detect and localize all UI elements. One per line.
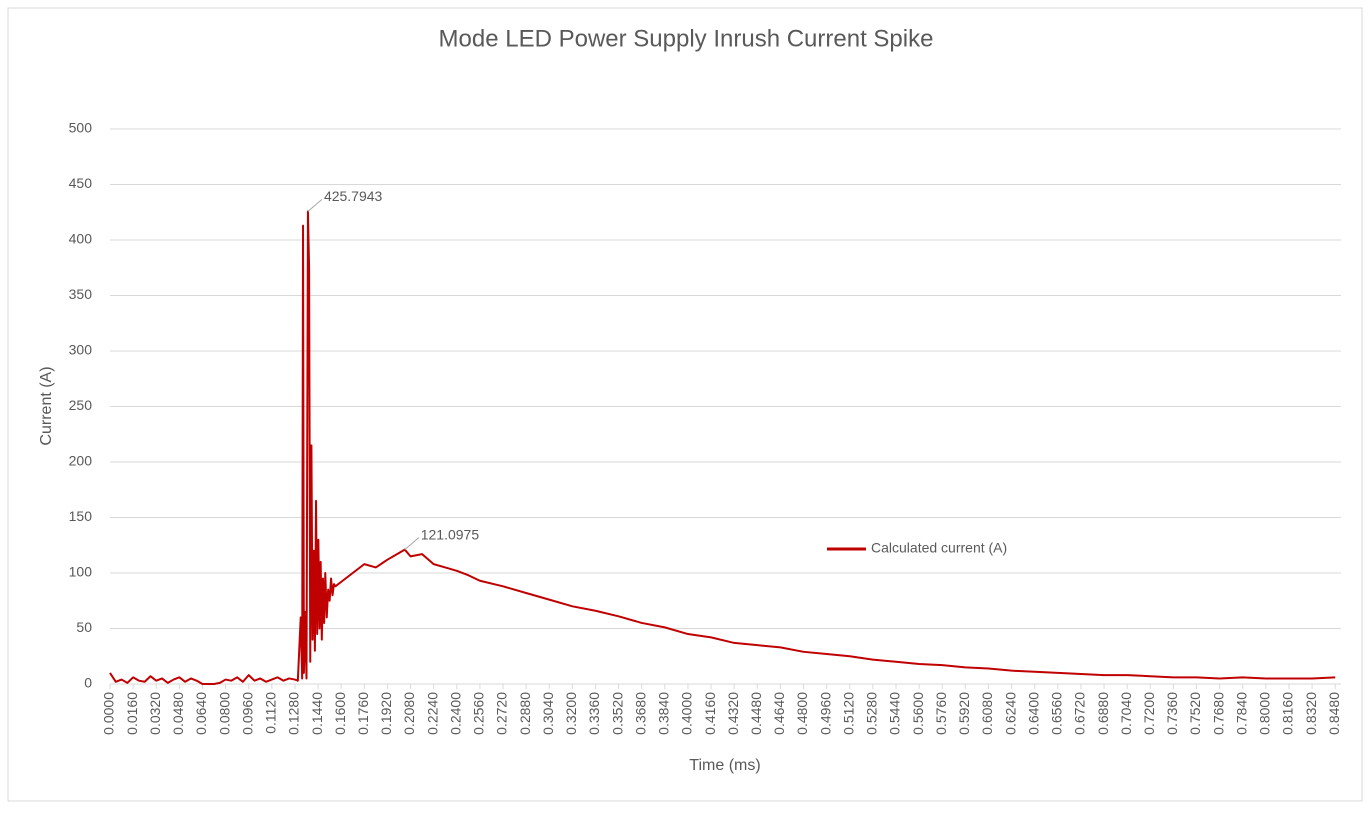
x-tick-label: 0.8320 <box>1303 692 1319 735</box>
x-tick-label: 0.2560 <box>471 692 487 735</box>
data-label: 425.7943 <box>324 188 383 204</box>
x-tick-label: 0.3200 <box>563 692 579 735</box>
x-tick-label: 0.0800 <box>216 692 232 735</box>
x-tick-label: 0.4320 <box>725 692 741 735</box>
x-tick-label: 0.6400 <box>1025 692 1041 735</box>
x-tick-label: 0.7680 <box>1210 692 1226 735</box>
x-tick-label: 0.8160 <box>1280 692 1296 735</box>
x-tick-label: 0.1760 <box>355 692 371 735</box>
x-tick-label: 0.5280 <box>864 692 880 735</box>
legend-label: Calculated current (A) <box>871 540 1007 556</box>
y-tick-label: 300 <box>69 342 93 358</box>
y-tick-label: 200 <box>69 453 93 469</box>
x-tick-label: 0.4640 <box>771 692 787 735</box>
x-tick-label: 0.7360 <box>1164 692 1180 735</box>
data-label: 121.0975 <box>421 526 480 542</box>
x-tick-label: 0.3680 <box>632 692 648 735</box>
x-tick-label: 0.2400 <box>447 692 463 735</box>
x-tick-label: 0.7840 <box>1233 692 1249 735</box>
label-leader <box>404 537 420 550</box>
y-tick-label: 100 <box>69 564 93 580</box>
x-tick-label: 0.6560 <box>1049 692 1065 735</box>
x-tick-label: 0.3040 <box>540 692 556 735</box>
y-tick-label: 350 <box>69 286 93 302</box>
x-tick-label: 0.1440 <box>309 692 325 735</box>
x-tick-label: 0.8000 <box>1257 692 1273 735</box>
x-tick-label: 0.0480 <box>170 692 186 735</box>
x-tick-label: 0.2080 <box>401 692 417 735</box>
x-tick-label: 0.2240 <box>424 692 440 735</box>
x-tick-label: 0.3360 <box>586 692 602 735</box>
x-tick-label: 0.2880 <box>517 692 533 735</box>
chart-title: Mode LED Power Supply Inrush Current Spi… <box>439 25 934 52</box>
x-tick-label: 0.0320 <box>147 692 163 735</box>
x-tick-label: 0.0160 <box>124 692 140 735</box>
x-tick-label: 0.7200 <box>1141 692 1157 735</box>
x-tick-label: 0.0640 <box>193 692 209 735</box>
x-tick-label: 0.1600 <box>332 692 348 735</box>
x-tick-label: 0.4800 <box>794 692 810 735</box>
x-tick-label: 0.0960 <box>239 692 255 735</box>
x-tick-label: 0.7520 <box>1187 692 1203 735</box>
x-tick-label: 0.6240 <box>1002 692 1018 735</box>
x-tick-label: 0.7040 <box>1118 692 1134 735</box>
y-tick-label: 450 <box>69 175 93 191</box>
y-tick-label: 150 <box>69 508 93 524</box>
x-tick-label: 0.5760 <box>933 692 949 735</box>
x-tick-label: 0.4000 <box>679 692 695 735</box>
x-tick-label: 0.6080 <box>979 692 995 735</box>
chart-frame <box>7 7 1363 802</box>
x-tick-label: 0.1280 <box>286 692 302 735</box>
x-axis-label: Time (ms) <box>689 757 760 774</box>
y-tick-label: 500 <box>69 120 93 136</box>
x-tick-label: 0.3840 <box>656 692 672 735</box>
data-line <box>109 210 1336 685</box>
y-tick-label: 250 <box>69 397 93 413</box>
y-tick-label: 400 <box>69 231 93 247</box>
label-leader <box>307 198 323 212</box>
x-tick-label: 0.1120 <box>263 692 279 734</box>
x-tick-label: 0.2720 <box>494 692 510 735</box>
x-tick-label: 0.5120 <box>840 692 856 735</box>
x-tick-label: 0.4960 <box>817 692 833 735</box>
y-tick-label: 50 <box>76 619 92 635</box>
x-tick-label: 0.3520 <box>609 692 625 735</box>
x-tick-label: 0.1920 <box>378 692 394 735</box>
x-tick-label: 0.5440 <box>887 692 903 735</box>
x-tick-label: 0.6720 <box>1072 692 1088 735</box>
x-tick-label: 0.0000 <box>101 692 117 735</box>
x-tick-label: 0.4480 <box>748 692 764 735</box>
y-tick-label: 0 <box>84 675 92 691</box>
x-tick-label: 0.5600 <box>910 692 926 735</box>
x-tick-label: 0.4160 <box>702 692 718 735</box>
x-tick-label: 0.5920 <box>956 692 972 735</box>
y-axis-label: Current (A) <box>38 366 55 445</box>
x-tick-label: 0.8480 <box>1326 692 1342 735</box>
x-tick-label: 0.6880 <box>1095 692 1111 735</box>
